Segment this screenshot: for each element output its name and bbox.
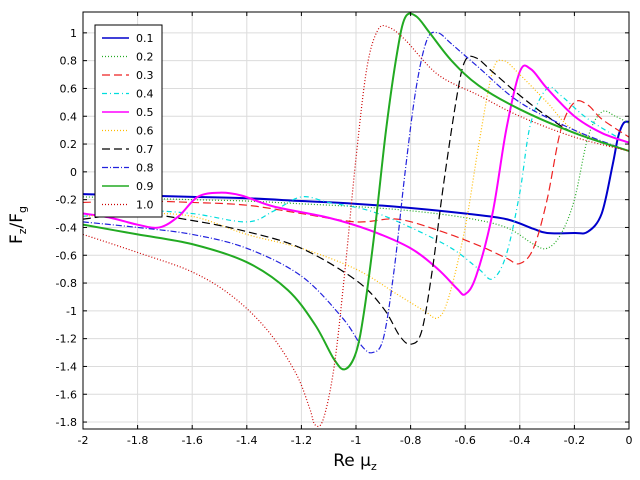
y-tick-label: 0.4 [60,110,78,123]
legend-label: 0.2 [136,51,154,64]
legend: 0.1 0.2 0.3 0.4 0.5 0.6 0.7 0.8 0.9 1.0 [94,24,163,218]
y-tick-label: -0.2 [56,194,77,207]
y-tick-label: -1 [66,305,77,318]
legend-box [94,24,163,218]
y-tick-label: -0.4 [56,221,77,234]
x-tick-label: -1.2 [291,434,312,447]
legend-label: 0.3 [136,69,154,82]
y-tick-label: -1.8 [56,416,77,429]
x-tick-label: -0.4 [509,434,530,447]
legend-label: 0.9 [136,180,154,193]
x-tick-label: -0.6 [454,434,475,447]
legend-label: 0.1 [136,32,154,45]
x-tick-label: -1.8 [127,434,148,447]
y-tick-label: 0.8 [60,55,78,68]
tick-labels: -2 -1.8 -1.6 -1.4 -1.2 -1 -0.8 -0.6 -0.4 -0.2 0-1.… [56,12,633,447]
legend-label: 1.0 [136,199,154,212]
legend-label: 0.5 [136,106,154,119]
series-line-0-7 [83,55,629,345]
x-tick-label: -2 [78,434,89,447]
y-tick-label: 0.6 [60,82,78,95]
series-line-0-9 [83,12,629,371]
y-tick-label: -1.6 [56,388,77,401]
legend-label: 0.4 [136,88,154,101]
x-tick-label: -1.4 [236,434,257,447]
y-tick-label: -1.4 [56,360,77,373]
legend-label: 0.8 [136,162,154,175]
x-tick-label: -0.8 [400,434,421,447]
series-line-0-1 [83,120,629,235]
x-axis-label: Re μz [333,451,377,473]
legend-label: 0.7 [136,143,154,156]
legend-label: 0.6 [136,125,154,138]
x-tick-label: -0.2 [564,434,585,447]
y-tick-label: -0.6 [56,249,77,262]
series-line-0-3 [83,100,629,265]
y-tick-label: -1.2 [56,333,77,346]
x-tick-label: 0 [626,434,633,447]
y-axis-label: Fz/Fg [7,206,29,244]
grid [82,12,630,429]
y-tick-label: 0 [70,166,77,179]
y-tick-label: -0.8 [56,277,77,290]
x-tick-label: -1 [351,434,362,447]
y-tick-label: 1 [70,27,77,40]
series-line-0-8 [83,31,629,354]
x-tick-label: -1.6 [181,434,202,447]
series-line-0-5 [83,64,629,296]
y-tick-label: 0.2 [60,138,78,151]
series-group [83,12,629,428]
